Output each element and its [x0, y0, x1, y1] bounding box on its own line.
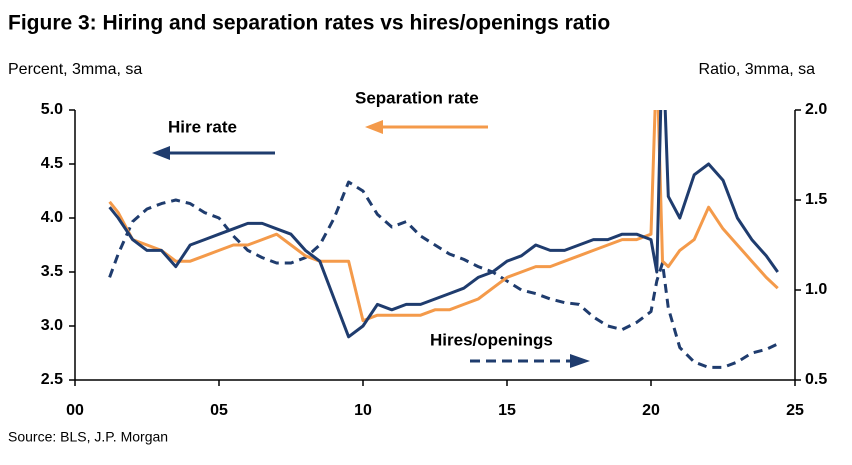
series-line	[108, 110, 779, 323]
y-tick-label: 2.5	[41, 371, 63, 388]
y2-tick-label: 1.0	[805, 281, 827, 298]
axes	[74, 110, 796, 381]
y2-tick-label: 0.5	[805, 371, 827, 388]
y-tick-label: 3.0	[41, 317, 63, 334]
arrows	[152, 120, 590, 368]
plot-area	[108, 110, 779, 369]
x-tick-label: 05	[210, 402, 228, 419]
y2-axis-label: Ratio, 3mma, sa	[699, 61, 816, 78]
x-tick-label: 00	[66, 402, 84, 419]
x-tick-label: 25	[786, 402, 804, 419]
y-tick-label: 4.5	[41, 155, 63, 172]
y-tick-label: 3.5	[41, 263, 63, 280]
y-axis-label: Percent, 3mma, sa	[8, 61, 142, 78]
y2-tick-label: 1.5	[805, 191, 827, 208]
y-tick-label: 5.0	[41, 101, 63, 118]
y-tick-label: 4.0	[41, 209, 63, 226]
x-tick-label: 20	[642, 402, 660, 419]
annotation: Hire rate	[168, 117, 237, 136]
series-line	[108, 180, 779, 369]
chart-title: Figure 3: Hiring and separation rates vs…	[8, 12, 610, 35]
x-tick-label: 10	[354, 402, 372, 419]
y2-tick-label: 2.0	[805, 101, 827, 118]
x-tick-label: 15	[498, 402, 516, 419]
annotation: Separation rate	[355, 88, 479, 107]
annotation: Hires/openings	[430, 330, 553, 349]
series-line	[108, 110, 779, 339]
source: Source: BLS, J.P. Morgan	[8, 429, 168, 445]
